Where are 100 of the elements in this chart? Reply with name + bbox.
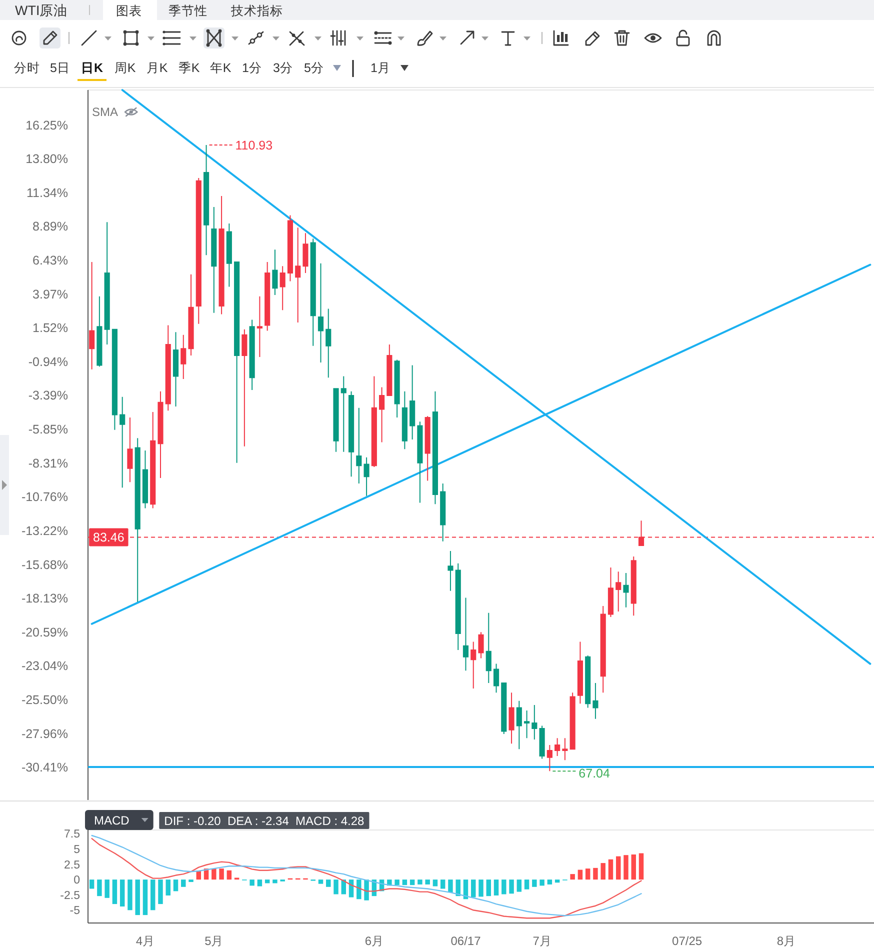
bar xyxy=(272,880,278,884)
text: 季节性 xyxy=(168,4,208,18)
candlestick xyxy=(356,407,362,484)
bar xyxy=(226,870,232,880)
bar xyxy=(104,880,110,898)
annotation: 110.93 xyxy=(235,138,273,153)
candlestick xyxy=(326,308,332,378)
bar xyxy=(509,880,514,894)
y-tick-label: 6.43% xyxy=(32,254,68,268)
bar xyxy=(142,880,148,916)
candlestick xyxy=(96,296,102,368)
bar xyxy=(425,880,430,884)
candlestick xyxy=(249,319,255,390)
text: WTI原油 xyxy=(15,3,68,18)
text: 月K xyxy=(146,61,168,75)
bar xyxy=(394,880,400,886)
bar xyxy=(250,880,254,886)
y-tick-label: -2.5 xyxy=(60,890,80,902)
y-tick-label: -20.59% xyxy=(21,625,68,640)
bar xyxy=(257,880,262,886)
bar xyxy=(502,880,506,894)
annotation: 67.04 xyxy=(578,766,610,781)
bar xyxy=(158,880,163,904)
x-tick-label: 07/25 xyxy=(672,934,702,948)
y-tick-label: -30.41% xyxy=(21,760,68,774)
candlestick xyxy=(592,682,598,720)
candlestick xyxy=(287,214,294,282)
y-tick-label: 5 xyxy=(74,844,80,856)
candlestick xyxy=(417,421,423,504)
y-tick-label: -3.39% xyxy=(28,388,68,403)
y-tick-label: -27.96% xyxy=(21,726,68,741)
y-tick-label: 2.5 xyxy=(64,859,80,872)
bar xyxy=(524,880,530,890)
y-tick-label: 16.25% xyxy=(26,118,68,132)
candlestick xyxy=(242,328,248,447)
candlestick xyxy=(379,386,385,443)
text: 年K xyxy=(210,61,232,75)
bar xyxy=(624,855,628,880)
bar xyxy=(440,880,446,889)
bar xyxy=(516,880,522,892)
bar xyxy=(410,880,415,886)
candlestick xyxy=(310,238,316,346)
y-tick-label: -25.50% xyxy=(21,692,68,707)
bar xyxy=(188,880,194,882)
candlestick xyxy=(600,605,606,694)
bar xyxy=(608,859,614,880)
y-tick-label: -18.13% xyxy=(21,592,68,606)
candlestick xyxy=(142,450,148,509)
candlestick xyxy=(318,262,324,363)
bar xyxy=(478,880,484,897)
y-tick-label: -0.94% xyxy=(28,354,68,369)
candlestick xyxy=(196,178,202,324)
bar xyxy=(585,868,590,880)
candlestick xyxy=(165,324,171,412)
candlestick xyxy=(188,274,194,356)
candlestick xyxy=(386,344,392,396)
y-tick-label: 7.5 xyxy=(64,828,80,841)
x-tick-label: 7月 xyxy=(532,934,552,948)
candlestick xyxy=(340,376,346,452)
candlestick xyxy=(501,682,507,734)
candlestick xyxy=(570,692,576,750)
y-tick-label: -15.68% xyxy=(21,558,68,572)
candlestick xyxy=(562,738,568,761)
y-tick-label: -13.22% xyxy=(21,524,68,538)
candlestick xyxy=(333,388,339,452)
bar xyxy=(432,880,438,886)
bar xyxy=(264,880,270,884)
candlestick xyxy=(448,550,454,592)
candlestick xyxy=(211,206,217,314)
bar xyxy=(166,880,170,896)
candlestick xyxy=(394,359,400,418)
candlestick xyxy=(158,390,164,479)
bar xyxy=(173,880,178,892)
bar xyxy=(334,880,338,894)
candlestick xyxy=(226,222,232,288)
bar xyxy=(402,880,408,886)
candlestick xyxy=(272,249,278,296)
annotation: 83.46 xyxy=(93,530,124,545)
y-tick-label: 13.80% xyxy=(26,152,68,166)
candlestick xyxy=(127,416,133,483)
y-tick-label: -23.04% xyxy=(21,659,68,674)
candlestick xyxy=(256,296,262,358)
candlestick xyxy=(348,390,354,478)
bar xyxy=(486,880,491,896)
bar xyxy=(547,880,552,884)
bar xyxy=(554,880,560,883)
text: 日K xyxy=(80,61,104,75)
candlestick xyxy=(302,232,308,274)
y-tick-label: -5 xyxy=(70,905,80,918)
candlestick xyxy=(630,556,636,616)
candlestick xyxy=(104,222,110,346)
candlestick xyxy=(486,612,492,684)
text: 技术指标 xyxy=(230,4,283,18)
bar xyxy=(570,874,575,880)
candlestick xyxy=(478,632,484,659)
bar xyxy=(471,880,476,898)
x-tick-label: 5月 xyxy=(204,934,224,948)
bar xyxy=(120,880,125,906)
candlestick xyxy=(539,725,545,760)
x-tick-label: 6月 xyxy=(364,934,384,948)
